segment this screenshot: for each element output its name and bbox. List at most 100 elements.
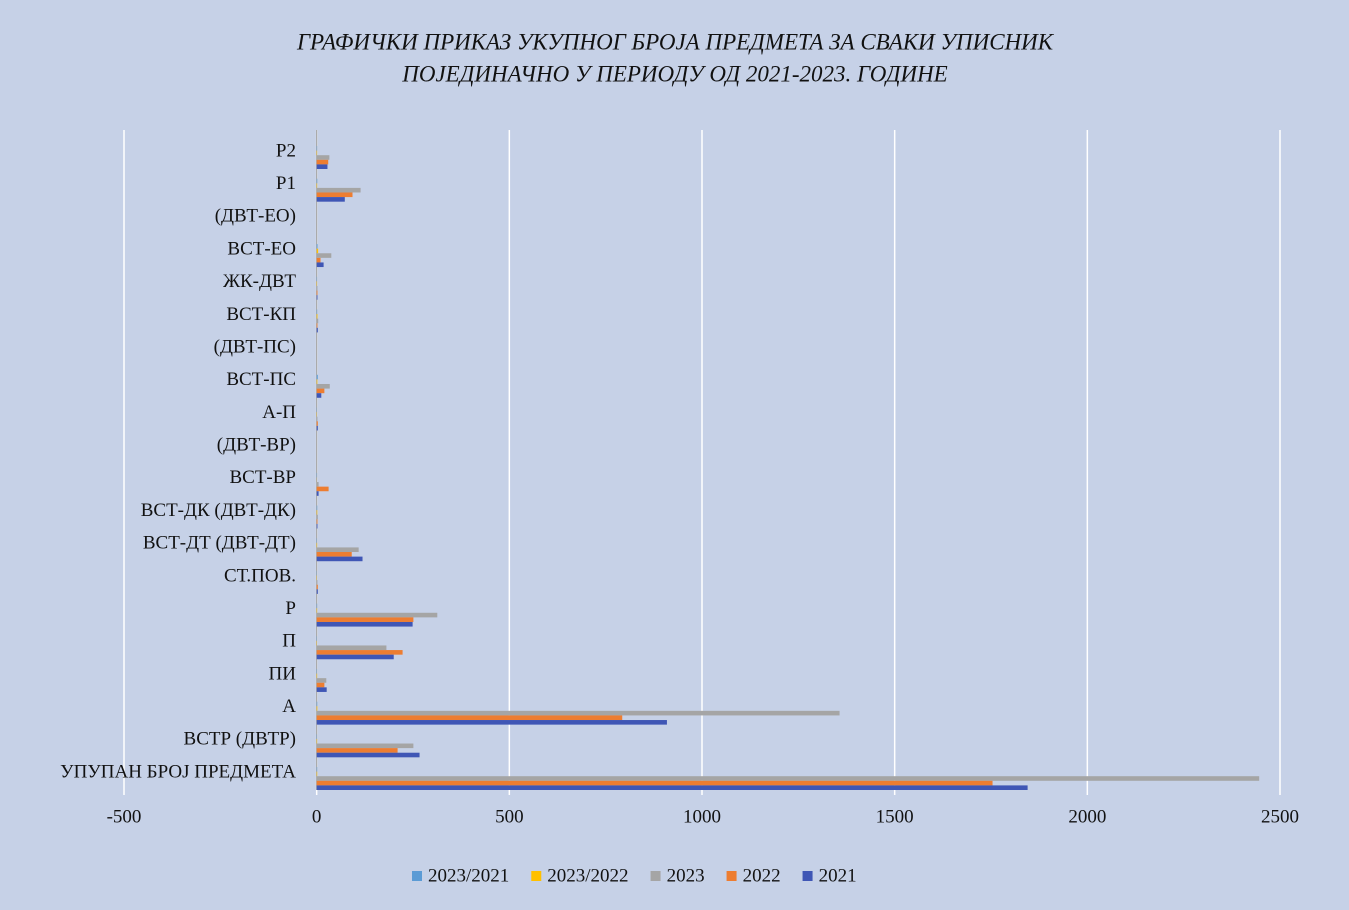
bar: [316, 552, 352, 557]
bar: [316, 654, 394, 660]
y-tick-label: (ДВТ-ЕО): [215, 206, 296, 227]
bar: [316, 164, 328, 169]
bar: [316, 776, 1260, 781]
bar: [316, 523, 318, 529]
bar: [316, 556, 363, 562]
y-tick-label: (ДВТ-ПС): [214, 336, 296, 357]
bar: [316, 257, 321, 263]
bar: [316, 295, 318, 300]
bar: [316, 743, 414, 749]
bar: [316, 678, 327, 683]
y-tick-label: ВСТ-ПС: [226, 369, 296, 390]
bar: [316, 388, 325, 394]
bar: [316, 687, 327, 692]
bar: [316, 547, 359, 553]
bar: [316, 645, 387, 651]
y-tick-label: ВСТ-ДК (ДВТ-ДК): [141, 500, 296, 521]
bar: [316, 720, 667, 725]
y-tick-label: П: [282, 631, 296, 652]
x-tick-label: 1000: [683, 806, 721, 827]
chart-title: ПОЈЕДИНАЧНО У ПЕРИОДУ ОД 2021-2023. ГОДИ…: [401, 61, 948, 86]
bar: [316, 192, 353, 198]
y-tick-label: ВСТ-ЕО: [227, 238, 296, 259]
bar: [316, 416, 318, 422]
bar: [316, 617, 414, 622]
bar: [316, 323, 318, 328]
y-tick-label: А-П: [262, 402, 296, 423]
bar: [316, 710, 840, 716]
x-tick-label: -500: [107, 806, 142, 827]
bar: [316, 584, 318, 590]
bar: [316, 318, 319, 324]
y-tick-label: (ДВТ-ВР): [217, 435, 296, 456]
bar: [316, 621, 413, 627]
bar: [316, 327, 318, 333]
bar: [316, 519, 318, 524]
bar: [316, 383, 330, 389]
legend-label: 2023: [667, 865, 705, 886]
y-tick-label: ЖК-ДВТ: [223, 271, 296, 292]
bar: [316, 486, 329, 492]
bar: [316, 650, 403, 655]
x-tick-label: 2500: [1261, 806, 1299, 827]
bar: [316, 244, 318, 249]
legend-swatch: [531, 871, 542, 881]
legend-swatch: [650, 871, 661, 881]
x-tick-label: 2000: [1068, 806, 1106, 827]
y-tick-label: ВСТ-ВР: [229, 467, 296, 488]
chart-title: ГРАФИЧКИ ПРИКАЗ УКУПНОГ БРОЈА ПРЕДМЕТА З…: [296, 29, 1055, 54]
y-tick-label: ВСТ-КП: [226, 304, 296, 325]
y-tick-label: Р1: [276, 173, 296, 194]
bar: [316, 425, 318, 431]
y-tick-label: Р: [285, 598, 296, 619]
x-tick-label: 1500: [876, 806, 914, 827]
legend-label: 2023/2022: [547, 865, 628, 886]
bar: [316, 505, 318, 511]
legend-swatch: [412, 871, 422, 881]
x-tick-label: 500: [495, 806, 524, 827]
bar: [316, 682, 325, 688]
bar: [316, 780, 993, 786]
bar: [316, 262, 324, 268]
x-tick-label: 0: [312, 806, 322, 827]
y-tick-label: ВСТ-ДТ (ДВТ-ДТ): [143, 533, 296, 554]
bar: [316, 612, 438, 618]
y-tick-label: ПИ: [269, 663, 297, 684]
bar: [316, 491, 319, 496]
legend-label: 2023/2021: [428, 865, 509, 886]
bar: [316, 785, 1028, 790]
bar: [316, 285, 318, 291]
y-tick-label: СТ.ПОВ.: [224, 565, 296, 586]
bar: [316, 253, 332, 258]
bar: [316, 248, 319, 254]
bar: [316, 421, 318, 426]
y-tick-label: УПУПАН БРОЈ ПРЕДМЕТА: [60, 761, 296, 782]
bar: [316, 178, 318, 184]
bar: [316, 767, 318, 772]
bar: [316, 374, 318, 380]
bar: [316, 314, 318, 319]
bar: [316, 290, 318, 296]
legend-label: 2022: [743, 865, 781, 886]
bar: [316, 589, 318, 594]
bar: [316, 701, 318, 707]
bar: [316, 706, 318, 711]
bar: [316, 197, 345, 202]
bar: [316, 510, 318, 515]
bar: [316, 715, 623, 721]
bar: [316, 752, 420, 758]
bar: [316, 187, 361, 193]
bar: [316, 309, 318, 315]
legend-swatch: [802, 871, 813, 881]
legend-swatch: [726, 871, 737, 881]
y-tick-label: ВСТР (ДВТР): [184, 729, 296, 750]
legend-label: 2021: [819, 865, 857, 886]
y-tick-label: Р2: [276, 140, 296, 161]
bar: [316, 155, 330, 160]
bar: [316, 580, 318, 585]
bar: [316, 482, 319, 487]
bar: [316, 748, 398, 753]
bar: [316, 771, 318, 777]
